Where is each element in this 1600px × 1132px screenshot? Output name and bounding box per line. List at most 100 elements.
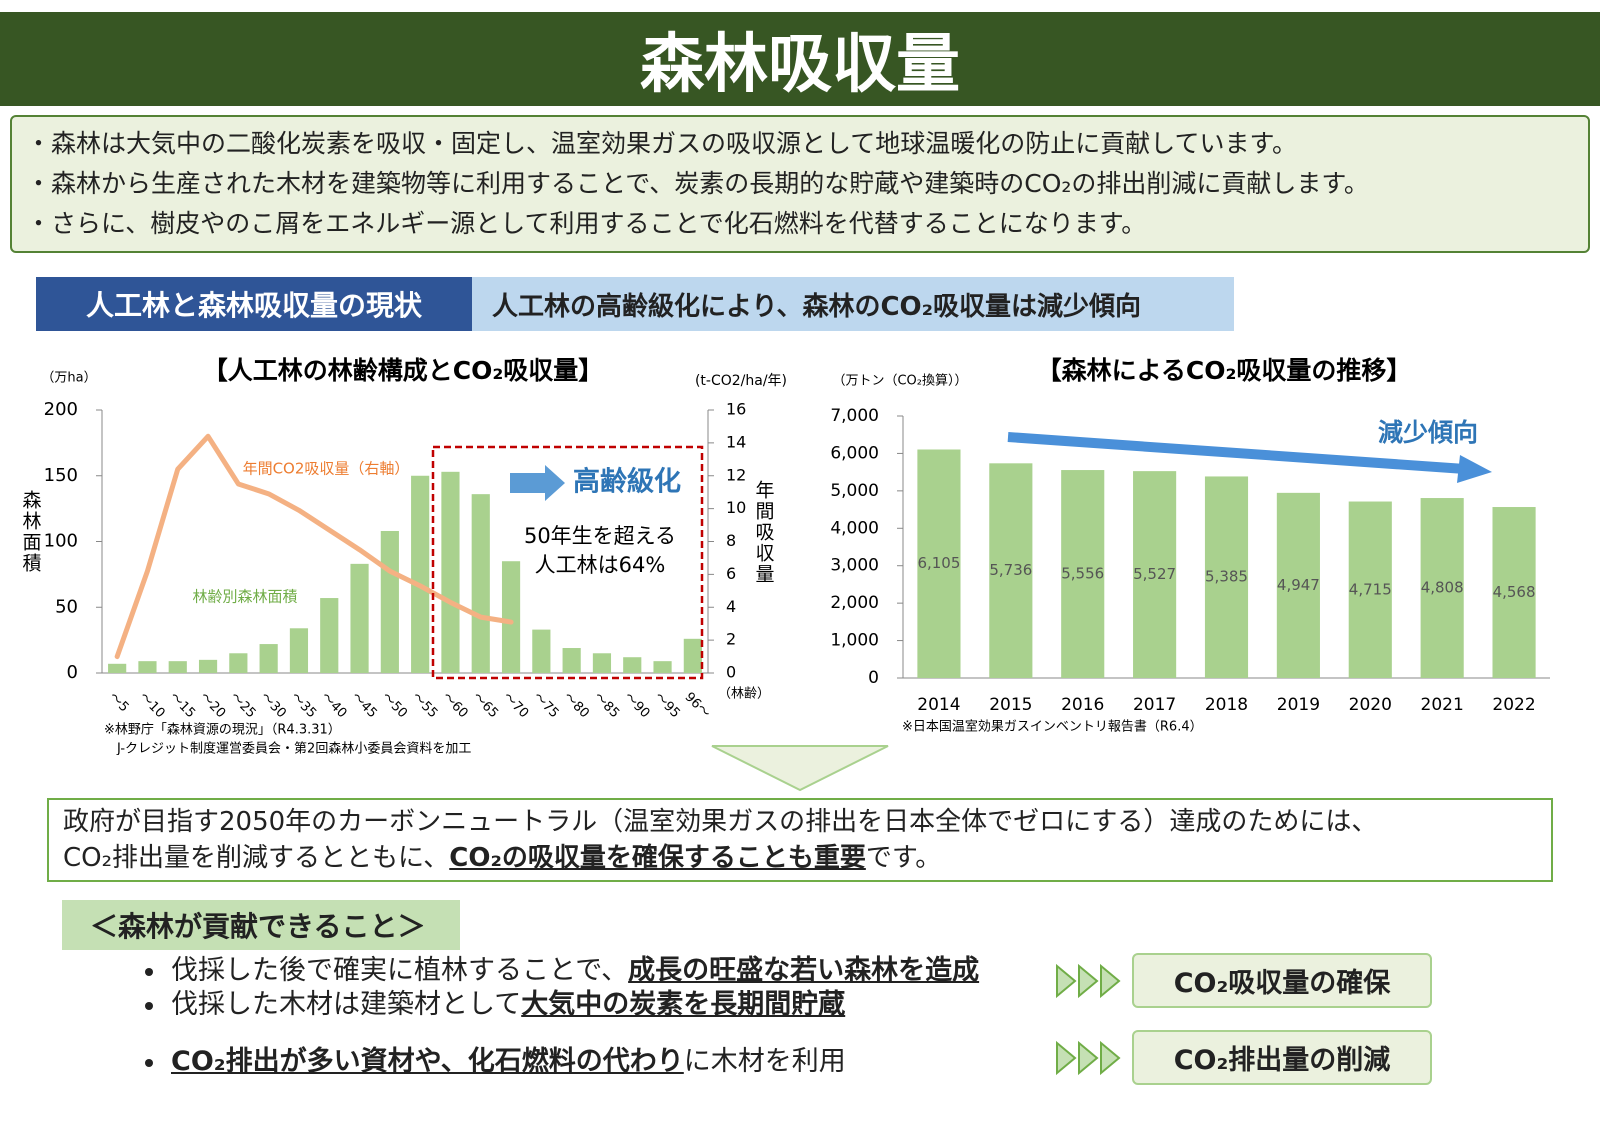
- arrows: [1056, 1040, 1121, 1076]
- x-tick-label: ～40: [318, 690, 349, 721]
- x-tick-label: ～75: [530, 690, 561, 721]
- bar: [989, 463, 1033, 678]
- highlight-box: [431, 445, 704, 680]
- section-label: 人工林と森林吸収量の現状: [36, 277, 472, 331]
- value-label: 5,556: [1061, 565, 1104, 583]
- bar: [198, 659, 218, 673]
- bar: [229, 653, 248, 673]
- annotation: 高齢級化: [573, 466, 681, 498]
- bar: [1348, 501, 1392, 678]
- x-tick-label: ～20: [197, 690, 228, 721]
- intro-line: ・さらに、樹皮やのこ屑をエネルギー源として利用することで化石燃料を代替することに…: [26, 209, 1147, 238]
- x-tick-label: 2021: [1421, 695, 1464, 715]
- y-tick-label: 2,000: [830, 593, 879, 613]
- trend-arrow: [1007, 432, 1466, 474]
- age-chart: 【人工林の林齢構成とCO₂吸収量】 （万ha） (t-CO2/ha/年) 森林面積 年間…: [20, 356, 788, 756]
- x-tick-label: ～50: [379, 690, 410, 721]
- source: ※林野庁「森林資源の現況」（R4.3.31）: [104, 723, 341, 738]
- contrib-item: 伐採した木材は建築材として大気中の炭素を長期間貯蔵: [145, 988, 845, 1022]
- y-tick-label: 5,000: [830, 481, 879, 501]
- y-tick-label: 0: [67, 662, 78, 683]
- x-tick-label: ～80: [560, 690, 591, 721]
- bar: [289, 628, 309, 673]
- item-text: に木材を利用: [683, 1046, 846, 1077]
- y-tick-label: 4,000: [830, 518, 879, 538]
- bar: [1133, 471, 1177, 678]
- y-tick-label: 200: [44, 399, 78, 420]
- bar: [138, 661, 157, 673]
- x-tick-label: 2022: [1492, 695, 1535, 715]
- value-label: 4,947: [1277, 576, 1320, 594]
- annotation: 50年生を超える: [524, 524, 676, 548]
- bar: [592, 653, 612, 673]
- series-label: 林齢別森林面積: [192, 588, 297, 606]
- y2-tick-label: 16: [726, 400, 746, 419]
- x-tick-label: ～90: [621, 690, 652, 721]
- x-tick-label: ～85: [591, 690, 622, 721]
- bar: [1420, 498, 1464, 678]
- intro-line: ・森林は大気中の二酸化炭素を吸収・固定し、温室効果ガスの吸収源として地球温暖化の…: [26, 129, 1298, 158]
- x-tick-label: 2019: [1277, 695, 1320, 715]
- bar: [168, 661, 187, 673]
- value-label: 4,568: [1493, 583, 1536, 601]
- y2-tick-label: 2: [726, 630, 736, 649]
- contrib-item: 伐採した後で確実に植林することで、成長の旺盛な若い森林を造成: [145, 954, 979, 988]
- bar: [108, 663, 127, 673]
- contrib-item: CO₂排出が多い資材や、化石燃料の代わりに木材を利用: [145, 1045, 846, 1079]
- bar: [1276, 492, 1320, 678]
- conclusion-text: です。: [865, 843, 942, 873]
- x-tick-label: ～65: [469, 690, 500, 721]
- annotation: 減少傾向: [1378, 418, 1478, 447]
- y2-tick-label: 4: [726, 597, 736, 616]
- source: J-クレジット制度運営委員会・第2回森林小委員会資料を加工: [116, 741, 471, 756]
- intro: ・森林は大気中の二酸化炭素を吸収・固定し、温室効果ガスの吸収源として地球温暖化の…: [10, 115, 1590, 253]
- outcome: CO₂排出量の削減: [1132, 1030, 1432, 1085]
- annotation: 人工林は64%: [535, 553, 666, 577]
- conclusion: 政府が目指す2050年のカーボンニュートラル（温室効果ガスの排出を日本全体でゼロ…: [47, 798, 1553, 882]
- bar: [623, 657, 642, 673]
- source: ※日本国温室効果ガスインベントリ報告書（R6.4）: [902, 719, 1203, 735]
- x-tick-label: 96～: [682, 690, 713, 721]
- x-tick-label: ～35: [288, 690, 319, 721]
- contrib-heading: ＜森林が貢献できること＞: [62, 900, 460, 950]
- header-title: 森林吸収量: [0, 12, 1600, 106]
- arrows: [1056, 963, 1121, 999]
- down-arrow: [711, 745, 889, 792]
- x-tick-label: ～95: [651, 690, 682, 721]
- bar: [683, 638, 702, 673]
- item-text: 伐採した木材は建築材として: [171, 989, 522, 1020]
- bar: [917, 449, 961, 678]
- x-tick-label: 2014: [917, 695, 960, 715]
- y-tick-label: 1,000: [830, 631, 879, 651]
- bar: [562, 648, 581, 673]
- x-tick-label: ～55: [409, 690, 440, 721]
- item-text: 伐採した後で確実に植林することで、: [171, 955, 629, 986]
- intro-line: ・森林から生産された木材を建築物等に利用することで、炭素の長期的な貯蔵や建築時の…: [26, 169, 1369, 198]
- y-tick-label: 7,000: [830, 406, 879, 426]
- item-emphasis: CO₂排出が多い資材や、化石燃料の代わり: [171, 1046, 684, 1077]
- x-tick-label: ～60: [439, 690, 470, 721]
- bar: [259, 644, 278, 673]
- y2-label: 年間吸収量: [753, 480, 775, 585]
- x-label: （林齢）: [718, 687, 770, 702]
- value-label: 5,527: [1133, 565, 1176, 583]
- chart-title: 【人工林の林齢構成とCO₂吸収量】: [203, 356, 604, 385]
- y-tick-label: 50: [55, 596, 78, 617]
- y2-tick-label: 6: [726, 564, 736, 583]
- x-tick-label: ～5: [106, 690, 132, 716]
- conclusion-emphasis: CO₂の吸収量を確保することも重要: [449, 843, 866, 873]
- item-emphasis: 大気中の炭素を長期間貯蔵: [521, 989, 846, 1020]
- y-label: 森林面積: [20, 490, 42, 574]
- bar: [501, 561, 521, 673]
- x-tick-label: 2016: [1061, 695, 1104, 715]
- conclusion-text: 政府が目指す2050年のカーボンニュートラル（温室効果ガスの排出を日本全体でゼロ…: [63, 807, 1378, 837]
- bar: [471, 494, 490, 673]
- y-unit: （万ha）: [41, 371, 96, 386]
- chart-title: 【森林によるCO₂吸収量の推移】: [1037, 356, 1412, 385]
- x-tick-label: ～25: [227, 690, 258, 721]
- x-tick-label: 2020: [1349, 695, 1392, 715]
- value-label: 4,715: [1349, 580, 1392, 598]
- y-tick-label: 0: [868, 668, 879, 688]
- y2-tick-label: 12: [726, 465, 746, 484]
